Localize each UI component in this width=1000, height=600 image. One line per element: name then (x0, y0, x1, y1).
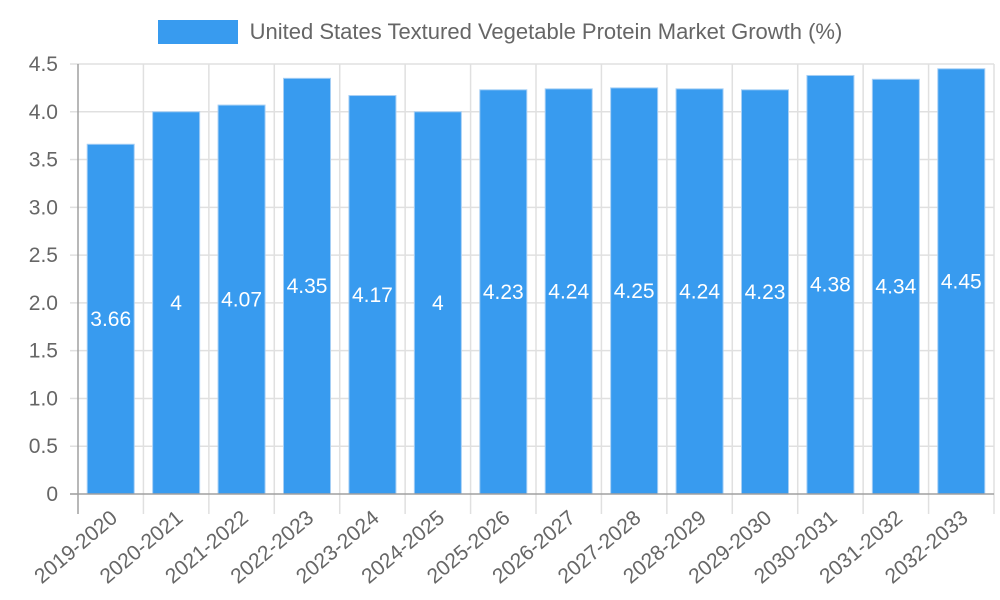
bar[interactable] (86, 143, 135, 495)
y-tick-label: 1.0 (29, 387, 58, 410)
bar[interactable] (610, 87, 659, 495)
bar[interactable] (413, 111, 462, 495)
axes (70, 64, 994, 514)
bar-value-label: 4.24 (548, 280, 589, 303)
bar-value-label: 4.07 (221, 289, 262, 312)
bar-value-label: 4.38 (810, 274, 851, 297)
grid-lines (70, 63, 995, 514)
x-axis-ticks: 2019-20202020-20212021-20222022-20232023… (30, 506, 972, 588)
bar[interactable] (741, 89, 789, 495)
bar-value-label: 4.17 (352, 284, 393, 307)
bar-value-label: 3.66 (90, 308, 131, 331)
y-tick-label: 1.5 (29, 340, 58, 363)
y-tick-label: 3.5 (29, 149, 58, 172)
bar-value-label: 4.45 (941, 270, 982, 293)
bar-value-label: 4.24 (679, 280, 720, 303)
bar[interactable] (217, 104, 266, 495)
bar-value-label: 4.23 (745, 281, 786, 304)
bar-value-label: 4 (170, 292, 182, 315)
bar[interactable] (348, 95, 397, 495)
bar[interactable] (675, 88, 724, 495)
y-tick-label: 2.0 (29, 292, 58, 315)
bar-value-label: 4 (432, 292, 444, 315)
bar[interactable] (806, 74, 855, 495)
y-tick-label: 2.5 (29, 244, 58, 267)
chart-legend[interactable]: United States Textured Vegetable Protein… (0, 19, 1000, 45)
y-tick-label: 0.5 (29, 435, 58, 458)
bar[interactable] (283, 77, 331, 495)
y-tick-label: 4.0 (29, 101, 58, 124)
legend-swatch (157, 20, 238, 44)
y-tick-label: 0 (46, 483, 58, 506)
bar[interactable] (871, 78, 920, 495)
bar-value-label: 4.35 (287, 275, 328, 298)
bar[interactable] (544, 88, 593, 495)
bar-value-label: 4.25 (614, 280, 655, 303)
bars (86, 68, 986, 495)
legend-label: United States Textured Vegetable Protein… (249, 19, 843, 44)
y-axis-ticks: 0 0.5 1.0 1.5 2.0 2.5 3.0 3.5 4.0 4.5 (29, 53, 58, 506)
bar[interactable] (479, 89, 528, 495)
bar-value-label: 4.34 (875, 276, 916, 299)
bar[interactable] (937, 68, 986, 495)
data-labels: 3.66 4 4.07 4.35 4.17 4 4.23 4.24 4.25 4.24 4.23 4.… (90, 270, 981, 331)
y-tick-label: 3.0 (29, 196, 58, 219)
bar-value-label: 4.23 (483, 281, 524, 304)
y-tick-label: 4.5 (29, 53, 58, 76)
bar[interactable] (152, 111, 201, 495)
